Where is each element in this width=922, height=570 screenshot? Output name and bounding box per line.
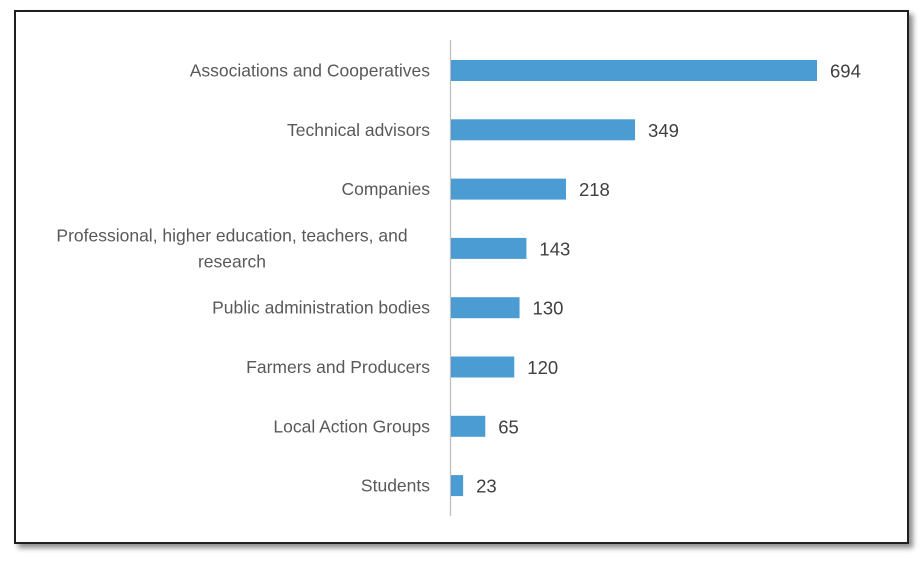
category-labels: Associations and Cooperatives Technical a… [56,61,430,496]
category-label-6: Local Action Groups [273,416,430,436]
bar-6 [451,415,486,437]
value-labels: 694 349 218 143 130 120 65 23 [476,61,861,497]
value-label-3: 143 [539,238,570,259]
category-label-3-line-1: research [198,251,266,271]
category-label-5: Farmers and Producers [246,357,430,377]
value-label-1: 349 [648,120,679,141]
bar-4 [451,297,520,319]
value-label-2: 218 [579,179,610,200]
value-label-5: 120 [527,357,558,378]
category-label-4: Public administration bodies [212,298,430,318]
value-label-6: 65 [498,416,519,437]
bar-7 [451,475,464,497]
bars [451,60,817,497]
bar-2 [451,178,566,200]
category-label-7: Students [361,476,430,496]
category-label-3: Professional, higher education, teachers… [56,225,407,271]
category-label-1: Technical advisors [287,120,430,140]
category-label-3-line-0: Professional, higher education, teachers… [56,225,407,245]
category-label-2: Companies [341,179,430,199]
bar-0 [451,60,817,81]
bar-5 [451,356,515,378]
value-label-4: 130 [533,298,564,319]
chart-frame [14,10,909,544]
value-label-0: 694 [830,61,861,82]
category-label-0: Associations and Cooperatives [190,61,431,81]
value-label-7: 23 [476,476,497,497]
bar-1 [451,119,636,141]
bar-3 [451,237,527,259]
